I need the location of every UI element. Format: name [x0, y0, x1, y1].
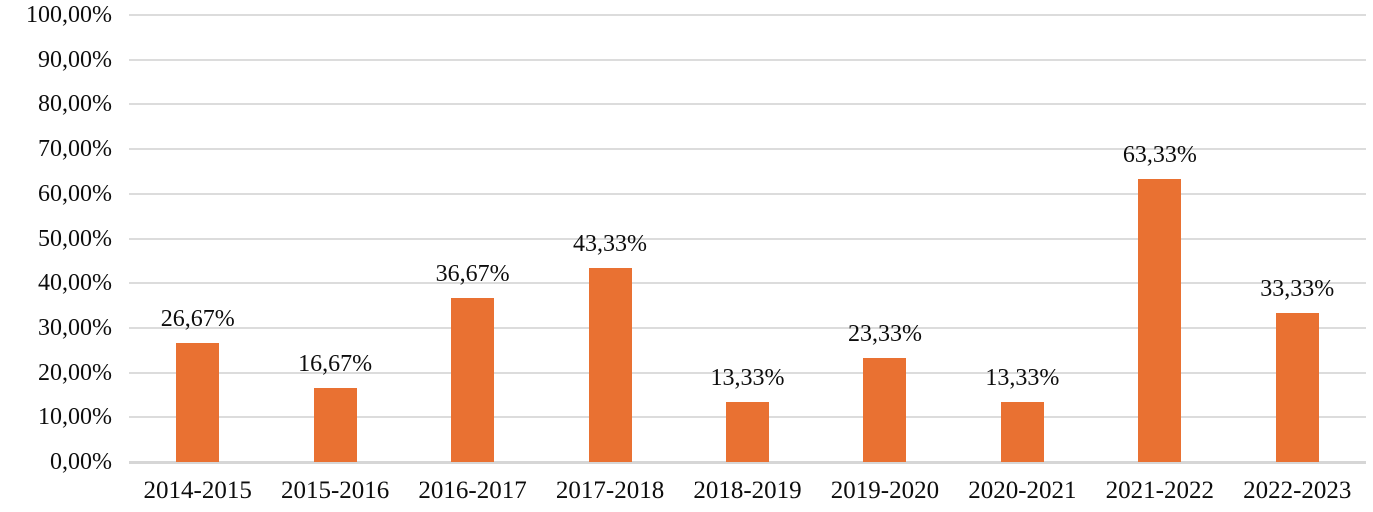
gridline	[129, 237, 1366, 240]
y-tick-label: 100,00%	[26, 2, 112, 28]
gridline	[129, 192, 1366, 195]
bar	[1138, 178, 1182, 462]
gridline	[129, 103, 1366, 106]
x-tick-label: 2020-2021	[968, 477, 1077, 504]
bar-value-label: 26,67%	[160, 305, 235, 332]
x-tick-label: 2018-2019	[693, 477, 802, 504]
x-axis-line	[129, 461, 1366, 464]
bar	[863, 357, 907, 462]
y-axis: 0,00% 10,00% 20,00% 30,00% 40,00% 50,00% 60,00…	[0, 0, 112, 512]
bar	[588, 268, 632, 462]
x-tick-label: 2019-2020	[830, 477, 940, 504]
y-tick-label: 0,00%	[50, 449, 112, 475]
bar-value-label: 36,67%	[435, 261, 510, 288]
gridline	[129, 282, 1366, 285]
bar-value-label: 43,33%	[573, 231, 648, 258]
gridline	[129, 58, 1366, 61]
bar	[451, 298, 495, 462]
y-tick-label: 70,00%	[38, 136, 112, 163]
bar	[726, 402, 769, 462]
gridline	[129, 14, 1366, 16]
gridline	[129, 148, 1366, 151]
bar-value-label: 63,33%	[1122, 141, 1197, 168]
y-tick-label: 50,00%	[38, 225, 112, 252]
gridline	[129, 371, 1366, 374]
bar-value-label: 13,33%	[710, 365, 785, 392]
bar-value-label: 13,33%	[985, 365, 1060, 392]
y-tick-label: 20,00%	[38, 359, 112, 386]
y-tick-label: 60,00%	[38, 180, 112, 207]
x-tick-label: 2017-2018	[555, 477, 665, 504]
plot-area: 26,67% 16,67% 36,67% 43,33% 13,33% 23,33% 13,3…	[129, 14, 1366, 464]
x-tick-label: 2015-2016	[280, 477, 390, 504]
bar-value-label: 33,33%	[1260, 276, 1335, 303]
gridline	[129, 326, 1366, 329]
y-tick-label: 40,00%	[38, 270, 112, 297]
bar-value-label: 23,33%	[847, 320, 922, 347]
bar	[1275, 313, 1319, 462]
x-axis: 2014-2015 2015-2016 2016-2017 2017-2018 2018…	[129, 476, 1366, 508]
y-tick-label: 90,00%	[38, 46, 112, 73]
bar	[176, 342, 220, 462]
bar-value-label: 16,67%	[298, 350, 373, 377]
y-tick-label: 80,00%	[38, 91, 112, 118]
x-tick-label: 2022-2023	[1243, 477, 1352, 504]
bar	[1000, 402, 1044, 462]
y-tick-label: 10,00%	[38, 404, 112, 431]
y-tick-label: 30,00%	[38, 314, 112, 341]
x-tick-label: 2016-2017	[418, 477, 527, 504]
bar	[313, 387, 357, 462]
x-tick-label: 2014-2015	[143, 477, 252, 504]
x-tick-label: 2021-2022	[1105, 477, 1214, 504]
